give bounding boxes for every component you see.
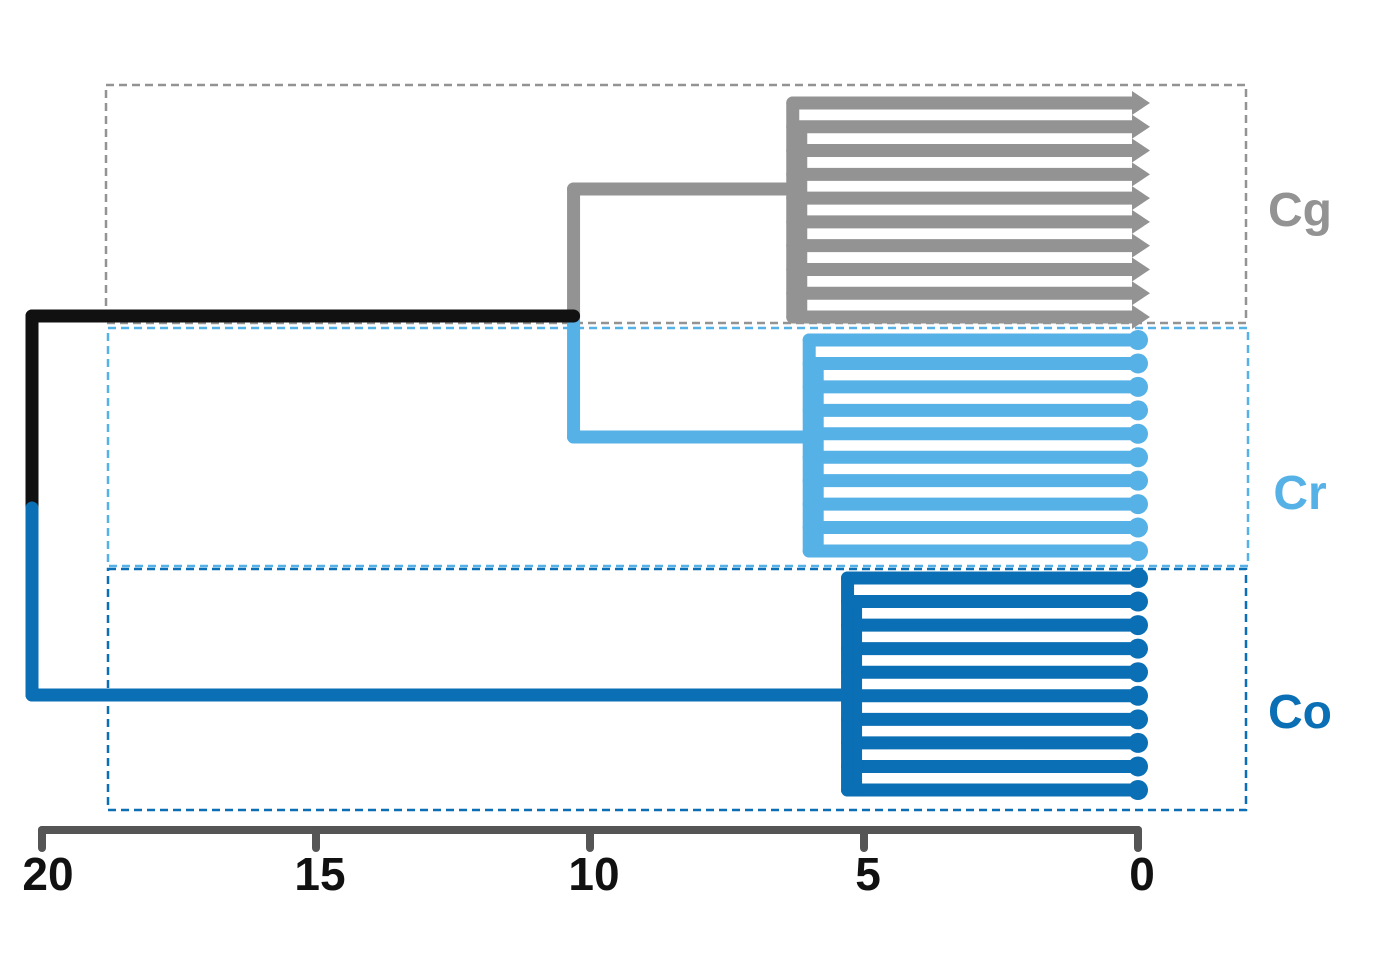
- leaf-marker-triangle: [1132, 233, 1150, 258]
- leaf-marker-circle: [1128, 780, 1148, 800]
- leaf-marker-circle: [1128, 591, 1148, 612]
- leaf-marker-circle: [1128, 709, 1148, 730]
- x-tick-label: 5: [855, 848, 881, 900]
- x-tick-label: 20: [22, 848, 73, 900]
- leaf-marker-circle: [1128, 494, 1148, 515]
- dendrogram-leaves: [1128, 91, 1150, 800]
- leaf-marker-circle: [1128, 541, 1148, 561]
- leaf-marker-circle: [1128, 470, 1148, 491]
- leaf-marker-circle: [1128, 353, 1148, 374]
- leaf-marker-circle: [1128, 662, 1148, 683]
- leaf-marker-circle: [1128, 615, 1148, 636]
- leaf-marker-circle: [1128, 685, 1148, 706]
- x-tick-label: 15: [294, 848, 345, 900]
- x-axis: 20 15 10 5 0: [22, 826, 1155, 900]
- leaf-marker-triangle: [1132, 257, 1150, 282]
- dendrogram-branches: [25, 96, 1145, 797]
- x-tick-label: 0: [1129, 848, 1155, 900]
- x-tick-label: 10: [568, 848, 619, 900]
- leaf-marker-circle: [1128, 517, 1148, 538]
- leaf-marker-triangle: [1132, 162, 1150, 187]
- group-label-cr: Cr: [1273, 467, 1326, 520]
- leaf-marker-triangle: [1132, 138, 1150, 163]
- leaf-marker-triangle: [1132, 281, 1150, 306]
- leaf-marker-circle: [1128, 732, 1148, 753]
- leaf-marker-circle: [1128, 568, 1148, 588]
- group-labels: Cg Cr Co: [1268, 184, 1332, 739]
- leaf-marker-triangle: [1132, 305, 1150, 329]
- leaf-marker-circle: [1128, 756, 1148, 777]
- leaf-marker-triangle: [1132, 91, 1150, 115]
- group-label-co: Co: [1268, 686, 1332, 739]
- leaf-marker-triangle: [1132, 209, 1150, 234]
- leaf-marker-circle: [1128, 330, 1148, 350]
- leaf-marker-triangle: [1132, 114, 1150, 139]
- leaf-marker-circle: [1128, 447, 1148, 468]
- leaf-marker-triangle: [1132, 186, 1150, 211]
- leaf-marker-circle: [1128, 400, 1148, 421]
- group-label-cg: Cg: [1268, 184, 1332, 237]
- leaf-marker-circle: [1128, 423, 1148, 444]
- leaf-marker-circle: [1128, 638, 1148, 659]
- leaf-marker-circle: [1128, 376, 1148, 397]
